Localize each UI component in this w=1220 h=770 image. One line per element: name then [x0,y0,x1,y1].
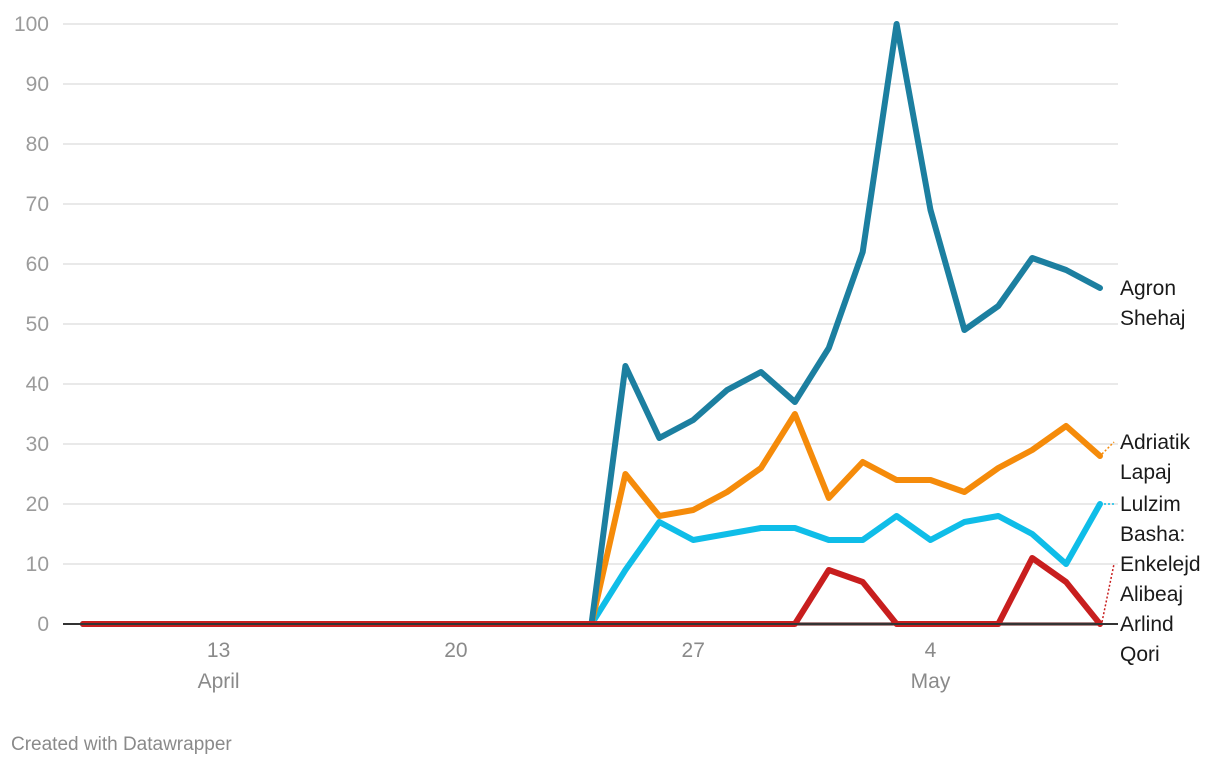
x-tick-label: 4 [925,639,937,662]
series-label: Basha: [1120,523,1185,546]
y-tick-label: 80 [26,133,49,156]
y-tick-label: 40 [26,373,49,396]
y-axis-ticks: 0 10 20 30 40 50 60 70 80 90 100 [14,13,49,636]
series-label: Arlind [1120,613,1174,636]
credit-text: Created with Datawrapper [11,734,232,755]
y-tick-label: 20 [26,493,49,516]
x-tick-label: 20 [444,639,467,662]
y-tick-label: 30 [26,433,49,456]
y-tick-label: 100 [14,13,49,36]
series-label: Agron [1120,277,1176,300]
x-tick-label: 13 [207,639,230,662]
series-label: Alibeaj [1120,583,1183,606]
series-line-lulzim-basha [80,501,1103,627]
x-tick-sublabel: April [198,670,240,693]
x-tick-sublabel: May [911,670,951,693]
y-tick-label: 60 [26,253,49,276]
series-label: Qori [1120,643,1160,666]
series-label: Enkelejd [1120,553,1201,576]
y-tick-label: 10 [26,553,49,576]
series-line-adriatik-lapaj [80,411,1103,627]
label-connector [1101,563,1115,623]
y-tick-label: 70 [26,193,49,216]
x-axis-ticks: 13 April 20 27 4 May [198,639,951,693]
gridlines [63,23,1118,565]
series-label: Adriatik [1120,431,1191,454]
label-connector [1101,441,1115,455]
series-label: Lulzim [1120,493,1181,516]
y-tick-label: 50 [26,313,49,336]
series-labels: Arlind Qori Lulzim Basha: Adriatik Lapaj Agron… [1101,277,1201,666]
series-line-agron-shehaj [80,21,1103,627]
series-label: Shehaj [1120,307,1185,330]
x-tick-label: 27 [682,639,705,662]
y-tick-label: 90 [26,73,49,96]
y-tick-label: 0 [37,613,49,636]
series-label: Lapaj [1120,461,1171,484]
